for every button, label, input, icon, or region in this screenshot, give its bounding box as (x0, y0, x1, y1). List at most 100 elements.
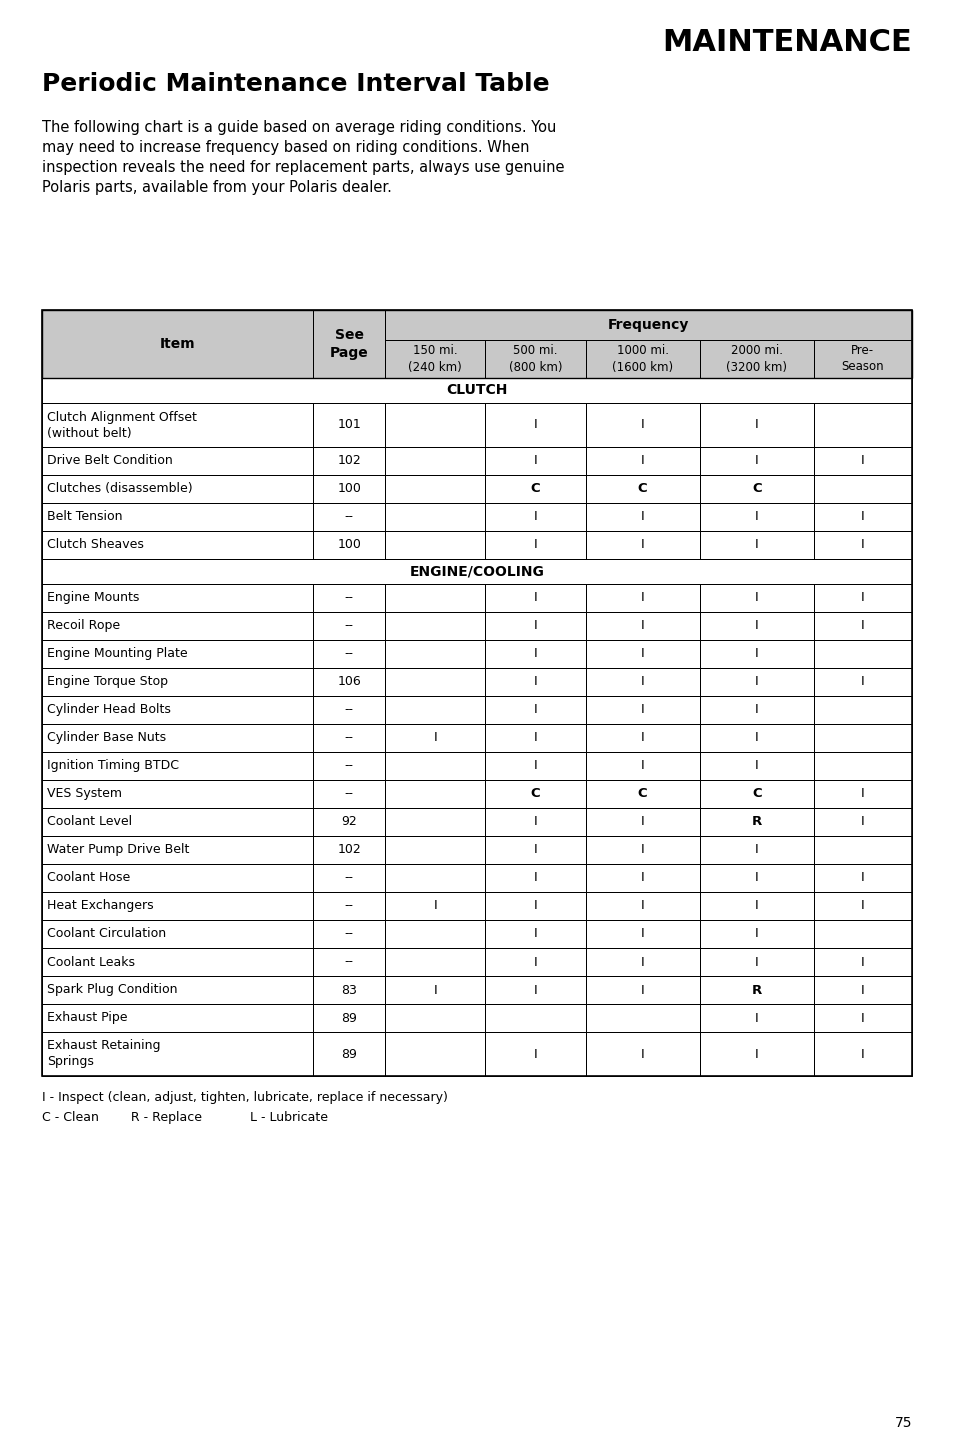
Bar (42, 640, 313, 667)
Bar (813, 612, 911, 640)
Bar (313, 864, 385, 891)
Bar (699, 531, 813, 558)
Bar (813, 612, 911, 640)
Bar (699, 808, 813, 836)
Bar (585, 696, 699, 724)
Text: Cylinder Head Bolts: Cylinder Head Bolts (47, 704, 171, 717)
Bar (585, 1005, 699, 1032)
Text: I: I (754, 538, 758, 551)
Bar (585, 948, 699, 976)
Bar (385, 503, 485, 531)
Bar (42, 1032, 313, 1076)
Text: C: C (751, 483, 760, 496)
Bar (313, 612, 385, 640)
Bar (485, 808, 585, 836)
Text: I: I (861, 816, 863, 829)
Text: I: I (861, 538, 863, 551)
Bar (42, 864, 313, 891)
Text: C: C (530, 483, 539, 496)
Bar (485, 920, 585, 948)
Text: I: I (640, 419, 644, 432)
Text: I: I (533, 871, 537, 884)
Bar (585, 531, 699, 558)
Bar (385, 446, 485, 475)
Bar (485, 891, 585, 920)
Bar (42, 503, 313, 531)
Bar (42, 310, 911, 1076)
Bar (313, 808, 385, 836)
Bar (313, 696, 385, 724)
Bar (485, 920, 585, 948)
Bar (42, 1005, 313, 1032)
Bar (42, 667, 313, 696)
Text: Water Pump Drive Belt: Water Pump Drive Belt (47, 843, 190, 856)
Bar (585, 808, 699, 836)
Text: I: I (754, 676, 758, 689)
Text: I: I (754, 843, 758, 856)
Bar (42, 976, 313, 1005)
Text: CLUTCH: CLUTCH (446, 384, 507, 397)
Bar (42, 836, 313, 864)
Bar (42, 1032, 313, 1076)
Text: I: I (640, 538, 644, 551)
Bar (385, 667, 485, 696)
Bar (42, 446, 313, 475)
Text: I: I (433, 900, 436, 913)
Text: Periodic Maintenance Interval Table: Periodic Maintenance Interval Table (42, 73, 549, 96)
Bar (813, 864, 911, 891)
Bar (699, 503, 813, 531)
Bar (485, 976, 585, 1005)
Bar (485, 864, 585, 891)
Bar (313, 1032, 385, 1076)
Bar (585, 667, 699, 696)
Bar (485, 640, 585, 667)
Bar (699, 340, 813, 378)
Bar (313, 891, 385, 920)
Text: --: -- (344, 731, 354, 744)
Bar (699, 403, 813, 446)
Text: C: C (638, 483, 647, 496)
Bar (385, 696, 485, 724)
Bar (813, 446, 911, 475)
Bar (385, 310, 911, 340)
Text: I: I (533, 759, 537, 772)
Bar (313, 612, 385, 640)
Text: I: I (754, 871, 758, 884)
Text: 89: 89 (341, 1047, 356, 1060)
Bar (485, 1005, 585, 1032)
Text: I: I (861, 788, 863, 801)
Text: MAINTENANCE: MAINTENANCE (661, 28, 911, 57)
Bar (485, 808, 585, 836)
Bar (485, 503, 585, 531)
Bar (485, 864, 585, 891)
Bar (813, 808, 911, 836)
Text: I: I (533, 455, 537, 468)
Bar (585, 612, 699, 640)
Bar (313, 446, 385, 475)
Bar (385, 612, 485, 640)
Bar (42, 310, 313, 378)
Bar (699, 976, 813, 1005)
Bar (385, 1032, 485, 1076)
Bar (42, 696, 313, 724)
Text: Exhaust Pipe: Exhaust Pipe (47, 1012, 128, 1025)
Bar (813, 667, 911, 696)
Text: I: I (533, 704, 537, 717)
Bar (813, 976, 911, 1005)
Bar (42, 808, 313, 836)
Bar (385, 724, 485, 752)
Bar (585, 891, 699, 920)
Bar (585, 808, 699, 836)
Bar (385, 836, 485, 864)
Bar (813, 752, 911, 779)
Bar (813, 503, 911, 531)
Text: I: I (861, 983, 863, 996)
Text: C: C (638, 788, 647, 801)
Bar (485, 724, 585, 752)
Bar (699, 585, 813, 612)
Bar (42, 378, 911, 403)
Text: 83: 83 (341, 983, 356, 996)
Text: I: I (533, 816, 537, 829)
Bar (485, 475, 585, 503)
Bar (699, 640, 813, 667)
